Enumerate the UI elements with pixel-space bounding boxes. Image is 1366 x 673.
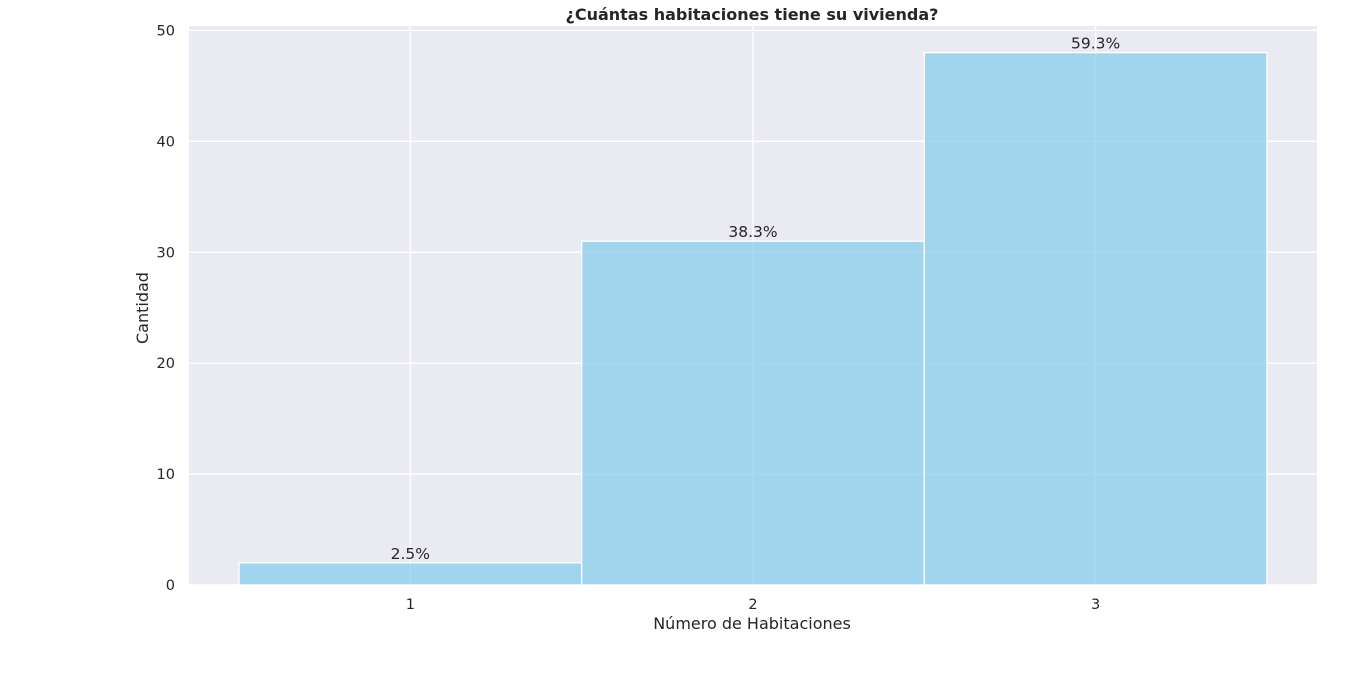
y-tick-label: 10: [157, 467, 175, 483]
bar: [580, 240, 926, 586]
y-tick-label: 50: [157, 23, 175, 39]
bar: [238, 562, 583, 586]
bar-data-label: 59.3%: [1071, 35, 1120, 53]
y-axis-ticks: 0 10 20 30 40 50: [157, 23, 175, 594]
bar: [923, 51, 1268, 586]
x-tick-label: 2: [748, 597, 757, 613]
bars: [238, 51, 1268, 586]
x-axis-ticks: 1 2 3: [406, 597, 1101, 613]
x-tick-label: 3: [1091, 597, 1100, 613]
y-tick-label: 0: [166, 578, 175, 594]
bar-data-label: 2.5%: [391, 545, 430, 563]
y-tick-label: 30: [157, 245, 175, 261]
y-axis-label: Cantidad: [133, 272, 152, 344]
y-tick-label: 20: [157, 356, 175, 372]
x-axis-label: Número de Habitaciones: [653, 614, 851, 633]
y-tick-label: 40: [157, 134, 175, 150]
chart-title: ¿Cuántas habitaciones tiene su vivienda?: [566, 5, 939, 24]
x-tick-label: 1: [406, 597, 415, 613]
bar-data-label: 38.3%: [728, 223, 777, 241]
data-labels: 2.5% 38.3% 59.3%: [391, 35, 1121, 563]
